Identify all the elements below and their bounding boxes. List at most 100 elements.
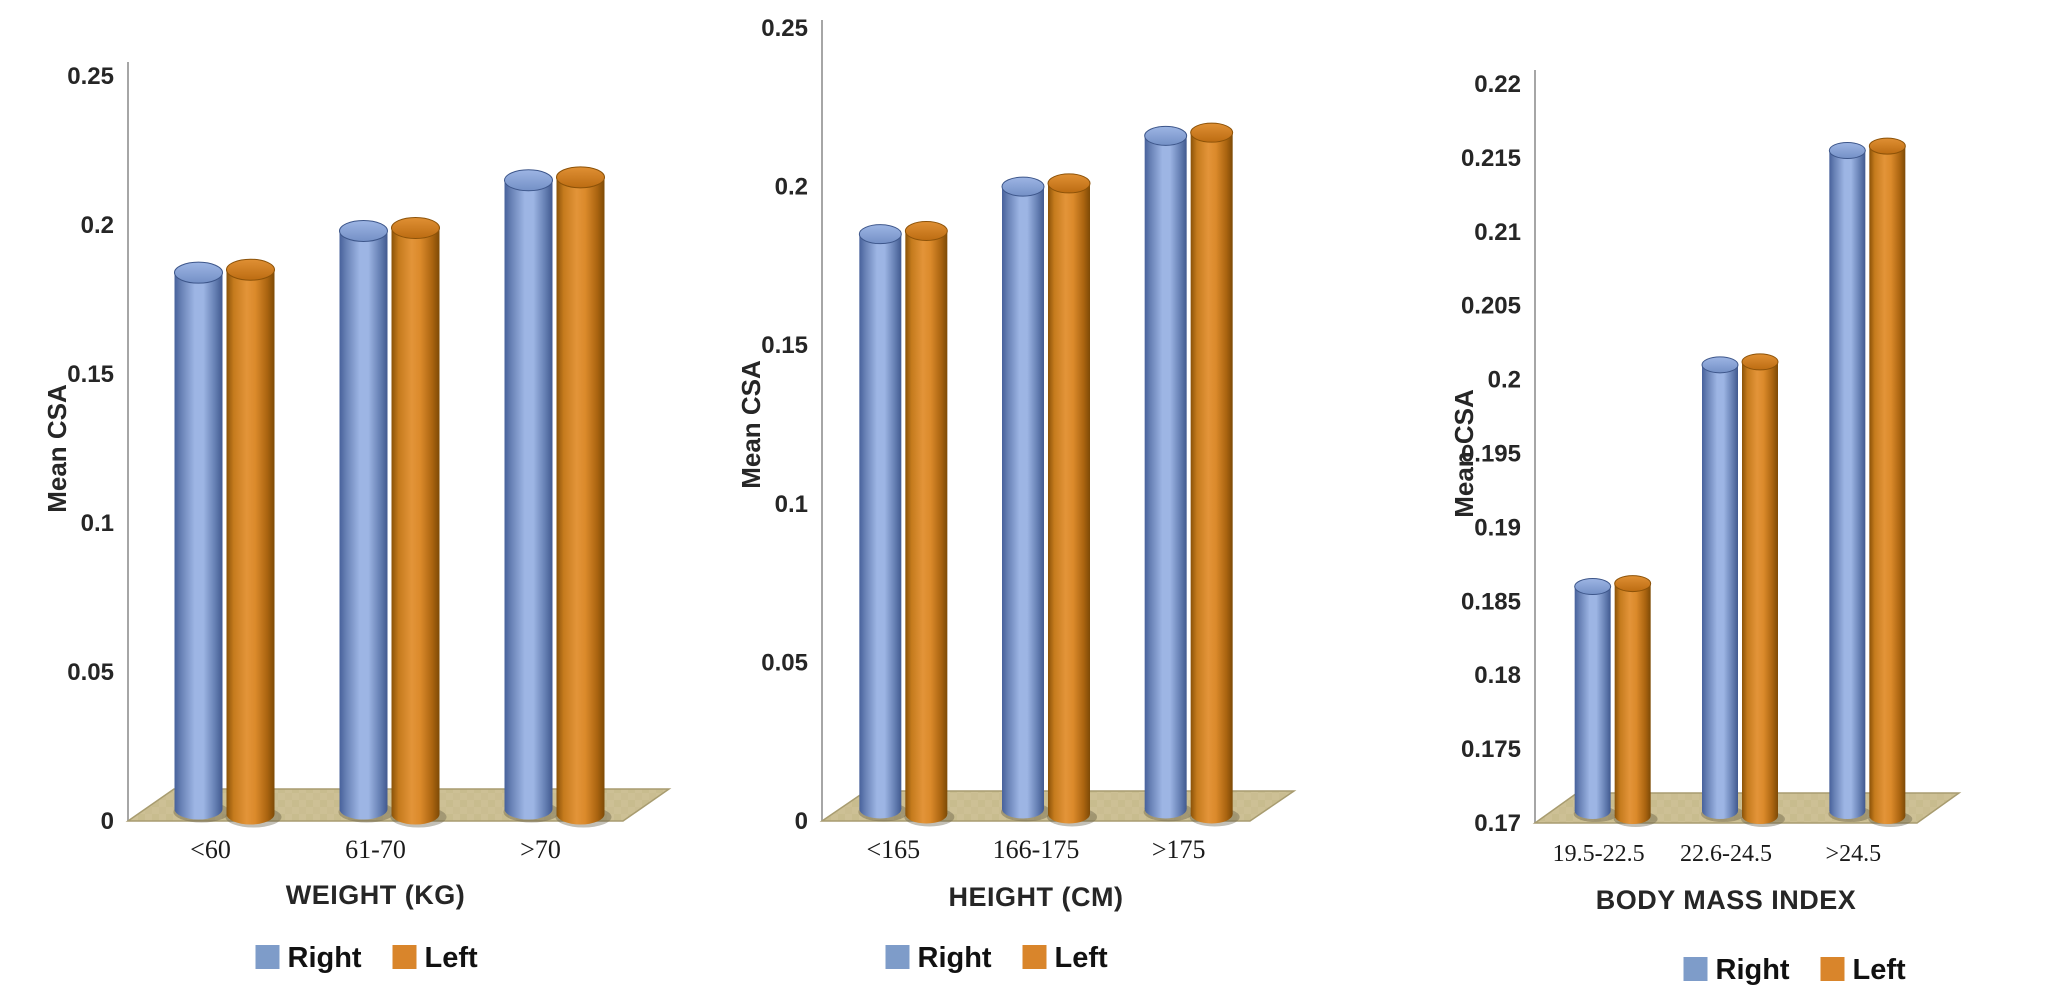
bar-top-cap: [904, 221, 948, 242]
bar-body: [1829, 150, 1866, 811]
y-tick-label: 0.2: [775, 174, 808, 201]
bar-cylinder-right-166-175: [1001, 176, 1051, 822]
x-axis-title: BODY MASS INDEX: [1596, 885, 1857, 915]
bar-top-cap: [1144, 125, 1188, 146]
bar-top-cap: [1614, 575, 1652, 593]
legend-label-right: Right: [1716, 954, 1790, 986]
y-tick-label: 0.15: [67, 361, 114, 388]
bar-cylinder-right->24.5: [1828, 142, 1873, 822]
y-tick-label: 0.05: [67, 659, 114, 686]
y-tick-label: 0.215: [1461, 145, 1521, 172]
bar-body: [1048, 183, 1090, 815]
y-tick-label: 0.25: [67, 63, 114, 90]
bar-top-cap: [1741, 353, 1779, 371]
category-label: >24.5: [1826, 841, 1882, 867]
y-tick-label: 0: [795, 808, 808, 835]
bar-body: [556, 177, 605, 814]
bar-body: [905, 231, 948, 814]
bar-top-cap: [391, 216, 440, 239]
y-tick-label: 0.05: [761, 649, 808, 676]
legend-label-right: Right: [918, 942, 992, 974]
legend-swatch-right: [885, 945, 910, 969]
chart-height: 0 0.05 0.1 0.15 0.2 0.25 Mean CSA <165 166-175 >1…: [736, 16, 1297, 974]
figure-three-bar-charts: 0 0.05 0.1 0.15 0.2 0.25 Mean CSA <60 61-70 >70 WE…: [40, 16, 2066, 990]
y-tick-label: 0.185: [1461, 588, 1521, 615]
bar-body: [174, 272, 223, 809]
bar-cylinder-left-22.6-24.5: [1741, 353, 1785, 827]
y-tick-label: 0.2: [1488, 367, 1521, 394]
category-label: <60: [190, 835, 231, 864]
bar-cylinder-left->70: [555, 166, 612, 828]
legend: Right Left: [885, 942, 1109, 974]
y-tick-label: 0.1: [775, 491, 808, 518]
y-tick-label: 0: [101, 808, 114, 835]
bar-top-cap: [1868, 137, 1906, 155]
y-axis-title: Mean CSA: [42, 384, 72, 513]
bar-cylinder-right-22.6-24.5: [1701, 356, 1745, 822]
bar-cylinder-right-<165: [858, 224, 909, 822]
y-tick-label: 0.17: [1474, 810, 1521, 837]
bar-cylinder-left-<165: [904, 221, 955, 827]
y-tick-label: 0.18: [1474, 662, 1521, 689]
bar-body: [391, 227, 440, 815]
legend-label-left: Left: [1055, 942, 1109, 974]
bar-body: [1614, 583, 1651, 816]
bar-cylinder-left-<60: [225, 258, 282, 828]
x-axis-title: HEIGHT (CM): [949, 882, 1124, 912]
bar-top-cap: [1190, 122, 1234, 143]
y-tick-label: 0.21: [1474, 219, 1521, 246]
bar-top-cap: [226, 258, 275, 281]
bar-cylinder-right->175: [1143, 125, 1194, 822]
category-label: 166-175: [993, 835, 1080, 864]
bar-top-cap: [1574, 578, 1612, 596]
category-label: 19.5-22.5: [1553, 841, 1645, 867]
y-tick-label: 0.1: [81, 510, 114, 537]
legend-label-right: Right: [288, 942, 362, 974]
bar-cylinder-left-61-70: [390, 216, 447, 828]
bar-body: [859, 234, 902, 809]
y-tick-label: 0.15: [761, 332, 808, 359]
bar-cylinder-left-166-175: [1047, 173, 1097, 827]
bar-top-cap: [1001, 176, 1045, 197]
legend-swatch-left: [1820, 957, 1845, 981]
legend: Right Left: [255, 942, 479, 974]
bar-body: [339, 230, 388, 809]
bar-body: [1702, 364, 1738, 811]
bar-body: [1742, 361, 1778, 816]
y-tick-label: 0.205: [1461, 293, 1521, 320]
bar-cylinder-left->175: [1189, 122, 1240, 827]
bar-body: [1574, 586, 1611, 811]
bar-body: [1144, 135, 1187, 809]
legend-swatch-right: [255, 945, 280, 969]
chart-bmi: 0.17 0.175 0.18 0.185 0.19 0.195 0.2 0.205 0.21 0…: [1449, 70, 1962, 986]
bar-top-cap: [1828, 142, 1866, 160]
bar-body: [1002, 186, 1044, 810]
bar-top-cap: [504, 169, 553, 192]
bar-cylinder-right-61-70: [338, 219, 395, 823]
y-tick-label: 0.25: [761, 16, 808, 42]
category-label: >70: [520, 835, 561, 864]
bar-body: [1869, 146, 1906, 817]
bar-top-cap: [174, 261, 223, 284]
bar-top-cap: [556, 166, 605, 189]
category-label: <165: [866, 835, 920, 864]
bar-body: [504, 180, 553, 810]
legend-label-left: Left: [425, 942, 479, 974]
bar-top-cap: [1701, 356, 1739, 374]
bar-cylinder-left-19.5-22.5: [1613, 575, 1658, 827]
bar-body: [1190, 132, 1233, 814]
y-tick-label: 0.2: [81, 212, 114, 239]
bar-cylinder-left->24.5: [1868, 137, 1913, 827]
category-label: >175: [1152, 835, 1206, 864]
bar-cylinder-right-19.5-22.5: [1573, 578, 1618, 822]
legend-swatch-left: [1022, 945, 1047, 969]
bar-top-cap: [858, 224, 902, 245]
charts-canvas: 0 0.05 0.1 0.15 0.2 0.25 Mean CSA <60 61-70 >70 WE…: [42, 16, 1962, 986]
chart-weight: 0 0.05 0.1 0.15 0.2 0.25 Mean CSA <60 61-70 >70 WE…: [42, 62, 672, 974]
bar-cylinder-right-<60: [173, 261, 230, 823]
bar-body: [226, 269, 275, 814]
y-axis-title: Mean CSA: [736, 360, 766, 489]
legend-swatch-left: [392, 945, 417, 969]
bar-cylinder-right->70: [503, 169, 560, 823]
y-axis-title: Mean CSA: [1449, 389, 1479, 518]
